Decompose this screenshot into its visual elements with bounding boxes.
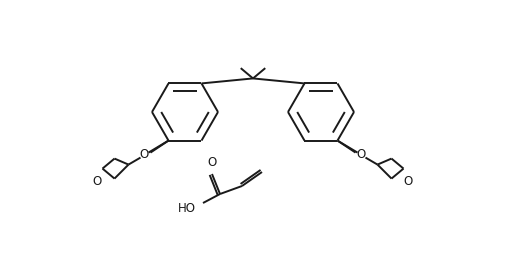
Text: HO: HO (178, 203, 195, 216)
Text: O: O (139, 148, 149, 161)
Text: O: O (93, 175, 102, 188)
Text: O: O (356, 148, 366, 161)
Text: O: O (403, 175, 412, 188)
Text: O: O (207, 156, 216, 169)
